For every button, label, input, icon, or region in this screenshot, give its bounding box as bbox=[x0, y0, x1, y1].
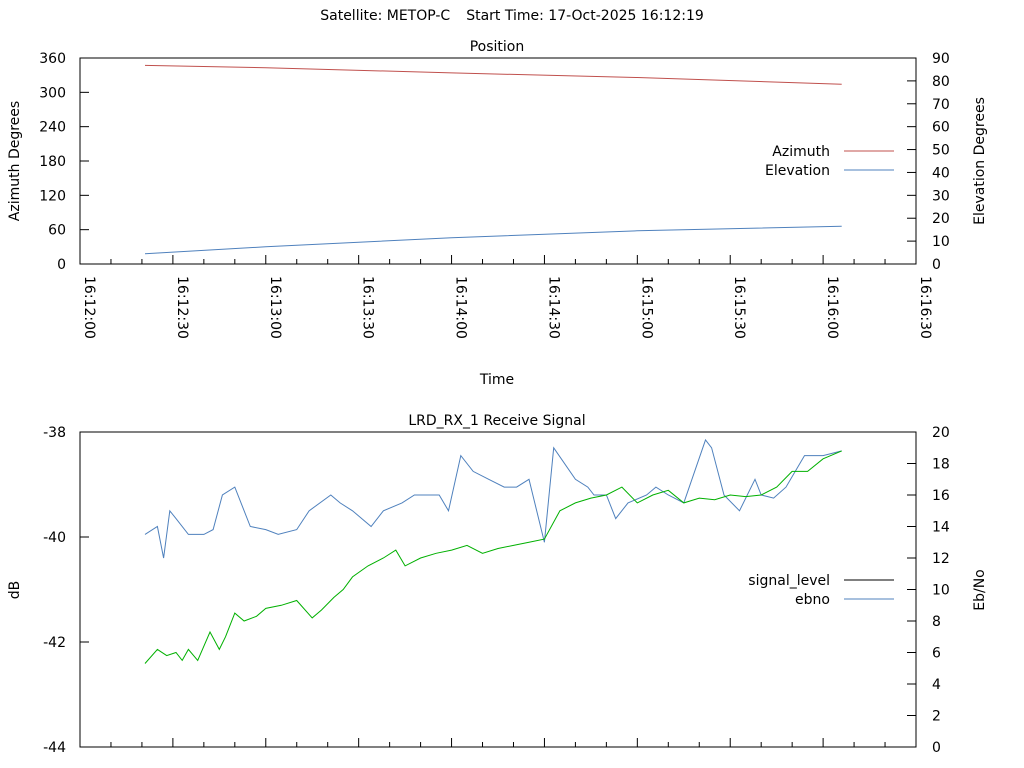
y-tick-label: 180 bbox=[39, 154, 66, 170]
y2-tick-label: 80 bbox=[932, 74, 950, 90]
x-tick-label: 16:14:00 bbox=[453, 276, 469, 339]
y2-tick-label: 90 bbox=[932, 51, 950, 67]
y2-tick-label: 40 bbox=[932, 165, 950, 181]
y-tick-label: 60 bbox=[48, 223, 66, 239]
position-x-axis-label: Time bbox=[479, 372, 514, 388]
y-tick-label: 120 bbox=[39, 188, 66, 204]
x-tick-label: 16:12:00 bbox=[81, 276, 97, 339]
y2-tick-label: 0 bbox=[932, 740, 941, 756]
position-legend: Azimuth Elevation bbox=[765, 144, 894, 179]
y-tick-label: 0 bbox=[57, 257, 66, 273]
y2-tick-label: 14 bbox=[932, 520, 950, 536]
y2-tick-label: 6 bbox=[932, 646, 941, 662]
unlabeled-2-series-line bbox=[144, 450, 842, 664]
position-x-axis: 16:12:00 16:12:30 16:13:00 16:13:30 16:14:00… bbox=[79, 255, 933, 339]
ebno-series-line bbox=[144, 438, 842, 559]
y2-tick-label: 60 bbox=[932, 120, 950, 136]
y2-tick-label: 20 bbox=[932, 211, 950, 227]
receive-signal-y-axis: -44 -42 -40 -38 bbox=[43, 425, 89, 756]
chart-header: Satellite: METOP-C Start Time: 17-Oct-202… bbox=[0, 8, 1024, 24]
y-tick-label: 360 bbox=[39, 51, 66, 67]
y2-tick-label: 20 bbox=[932, 425, 950, 441]
receive-signal-y2-axis-label: Eb/No bbox=[972, 569, 988, 611]
x-tick-label: 16:16:30 bbox=[917, 276, 933, 339]
x-tick-label: 16:14:30 bbox=[545, 276, 561, 339]
y2-tick-label: 10 bbox=[932, 583, 950, 599]
position-plot-frame bbox=[79, 57, 917, 265]
position-y2-axis-label: Elevation Degrees bbox=[972, 97, 988, 225]
y-tick-label: 240 bbox=[39, 120, 66, 136]
y2-tick-label: 10 bbox=[932, 234, 950, 250]
y-tick-label: 300 bbox=[39, 85, 66, 101]
position-series bbox=[144, 64, 842, 255]
legend-signal-level-label: signal_level bbox=[748, 573, 830, 589]
y2-tick-label: 18 bbox=[932, 457, 950, 473]
y2-tick-label: 30 bbox=[932, 188, 950, 204]
y2-tick-label: 2 bbox=[932, 709, 941, 725]
y2-tick-label: 16 bbox=[932, 488, 950, 504]
receive-signal-x-axis bbox=[79, 738, 917, 747]
x-tick-label: 16:13:00 bbox=[267, 276, 283, 339]
legend-elevation-label: Elevation bbox=[765, 163, 830, 179]
x-tick-label: 16:16:00 bbox=[824, 276, 840, 339]
position-chart: Position 16:12:00 16:12:30 16:13:00 16:13:3… bbox=[7, 39, 988, 388]
x-tick-label: 16:15:30 bbox=[731, 276, 747, 339]
x-tick-label: 16:12:30 bbox=[174, 276, 190, 339]
legend-ebno-label: ebno bbox=[795, 592, 830, 608]
position-y-axis-label: Azimuth Degrees bbox=[7, 101, 23, 221]
y2-tick-label: 70 bbox=[932, 97, 950, 113]
azimuth-series-line bbox=[144, 64, 842, 85]
receive-signal-series bbox=[144, 438, 842, 664]
elevation-series-line bbox=[144, 225, 842, 255]
receive-signal-chart: LRD_RX_1 Receive Signal -44 -42 -40 -38 0 2 4… bbox=[7, 413, 988, 756]
y2-tick-label: 8 bbox=[932, 614, 941, 630]
position-y-axis: 0 60 120 180 240 300 360 bbox=[39, 51, 89, 273]
receive-signal-y-axis-label: dB bbox=[7, 581, 23, 600]
position-y2-axis: 0 10 20 30 40 50 60 70 80 90 bbox=[907, 51, 950, 273]
satellite-label: Satellite: METOP-C bbox=[320, 8, 451, 24]
receive-signal-chart-title: LRD_RX_1 Receive Signal bbox=[408, 413, 585, 429]
y-tick-label: -38 bbox=[43, 425, 66, 441]
y-tick-label: -42 bbox=[43, 635, 66, 651]
receive-signal-legend: signal_level ebno bbox=[748, 573, 894, 608]
y-tick-label: -44 bbox=[43, 740, 66, 756]
start-time-label: Start Time: 17-Oct-2025 16:12:19 bbox=[466, 8, 704, 24]
y2-tick-label: 50 bbox=[932, 143, 950, 159]
position-chart-title: Position bbox=[470, 39, 525, 55]
receive-signal-y2-axis: 0 2 4 6 8 10 12 14 16 18 20 bbox=[907, 425, 950, 756]
y2-tick-label: 4 bbox=[932, 677, 941, 693]
y2-tick-label: 12 bbox=[932, 551, 950, 567]
y-tick-label: -40 bbox=[43, 530, 66, 546]
y2-tick-label: 0 bbox=[932, 257, 941, 273]
legend-azimuth-label: Azimuth bbox=[772, 144, 830, 160]
x-tick-label: 16:13:30 bbox=[360, 276, 376, 339]
x-tick-label: 16:15:00 bbox=[638, 276, 654, 339]
